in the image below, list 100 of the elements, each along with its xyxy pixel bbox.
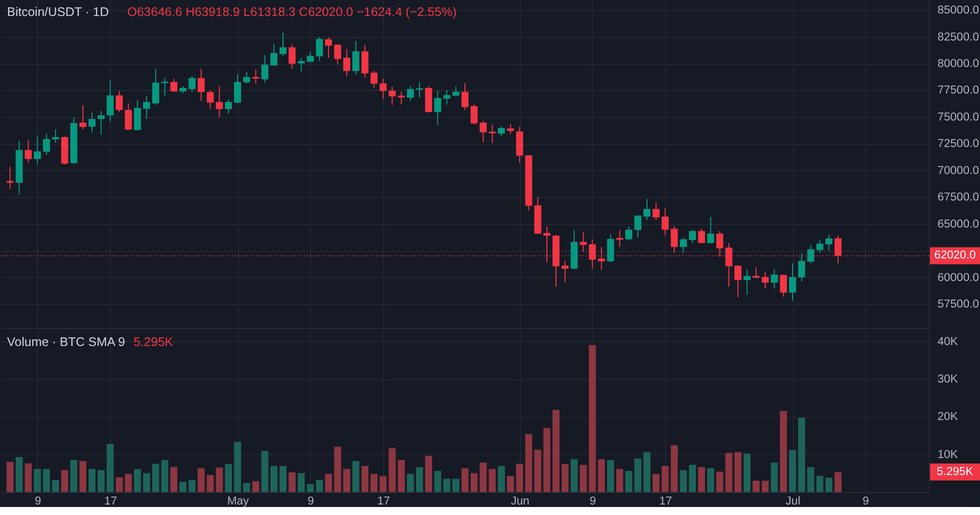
- candlestick: [798, 252, 806, 282]
- bar: [498, 466, 505, 492]
- bar: [152, 464, 160, 492]
- candlestick: [316, 36, 323, 62]
- bar: [525, 434, 532, 492]
- candlestick: [434, 90, 442, 126]
- candlestick: [188, 76, 196, 93]
- bar: [598, 459, 605, 492]
- bar: [634, 458, 642, 492]
- bar: [434, 470, 442, 492]
- bar: [543, 428, 550, 492]
- chart-title: Bitcoin/USDT · 1D: [7, 5, 109, 19]
- x-tick-label: 9: [34, 496, 42, 508]
- candlestick: [498, 126, 505, 138]
- chart-subtitle: 5.295K: [134, 335, 174, 349]
- candlestick: [688, 229, 696, 244]
- y-tick-label: 20K: [938, 411, 958, 424]
- chart-subtitle: O63646.6 H63918.9 L61318.3 C62020.0 −1624.4 (−2.55%): [127, 5, 457, 19]
- bar: [216, 468, 223, 492]
- candlestick: [625, 226, 632, 241]
- candlestick: [680, 237, 687, 254]
- bar: [79, 461, 86, 492]
- candlestick: [670, 226, 678, 254]
- candlestick: [380, 78, 387, 100]
- bar: [16, 456, 23, 492]
- bar: [252, 481, 260, 492]
- bar: [744, 454, 751, 492]
- candlestick: [580, 231, 587, 252]
- candlestick: [662, 208, 669, 236]
- candlestick: [443, 90, 450, 106]
- candlestick: [562, 260, 569, 284]
- bar: [88, 469, 96, 492]
- candlestick: [652, 202, 660, 221]
- bar: [124, 474, 132, 492]
- bar: [816, 476, 824, 492]
- y-tick-label: 57500.0: [938, 298, 980, 311]
- bar: [698, 467, 706, 492]
- bar: [352, 461, 360, 492]
- bar: [580, 464, 587, 492]
- candlestick: [170, 78, 178, 93]
- bar: [607, 460, 614, 492]
- bar: [106, 444, 114, 492]
- candlestick: [280, 32, 287, 56]
- y-tick-label: 80000.0: [938, 58, 980, 70]
- bar: [280, 466, 287, 492]
- bar: [552, 410, 560, 492]
- candlestick: [288, 44, 296, 70]
- bar: [452, 478, 460, 492]
- candlestick: [816, 240, 824, 254]
- candlestick: [789, 262, 796, 302]
- bar: [380, 476, 387, 492]
- bar: [224, 464, 232, 492]
- bar: [716, 472, 724, 492]
- candlestick: [361, 44, 368, 78]
- bar: [643, 452, 650, 492]
- candlestick: [825, 234, 832, 252]
- bar: [34, 469, 41, 492]
- candlestick: [124, 102, 132, 131]
- y-tick-label: 75000.0: [938, 111, 980, 124]
- candlestick: [470, 104, 478, 125]
- bar: [416, 467, 424, 492]
- bar: [98, 470, 105, 492]
- bar: [42, 469, 50, 492]
- candlestick: [452, 86, 460, 97]
- bar: [707, 468, 714, 492]
- candlestick: [762, 271, 769, 290]
- candlestick: [343, 48, 350, 78]
- y-tick-label: 82500.0: [938, 31, 980, 44]
- candlestick: [734, 264, 742, 298]
- bar: [316, 480, 323, 492]
- bar: [234, 442, 242, 492]
- bar: [588, 345, 596, 492]
- y-tick-label: 70000.0: [938, 164, 980, 177]
- bar: [270, 466, 278, 492]
- bar: [243, 482, 250, 492]
- bar: [562, 464, 569, 492]
- bar: [261, 450, 268, 492]
- x-tick-label: 17: [377, 496, 390, 508]
- candlestick: [334, 44, 342, 65]
- bar: [670, 445, 678, 492]
- x-tick-label: 9: [862, 496, 870, 508]
- bar: [506, 476, 514, 492]
- candlestick: [398, 91, 405, 105]
- candlestick: [462, 82, 468, 111]
- candlestick: [98, 110, 105, 136]
- candlestick: [488, 124, 496, 144]
- candlestick: [770, 268, 778, 290]
- y-tick-label: 85000.0: [938, 4, 980, 17]
- candlestick: [306, 51, 314, 63]
- candlestick: [634, 214, 642, 238]
- x-tick-label: May: [227, 496, 250, 508]
- bar: [206, 475, 214, 492]
- candlestick: [52, 128, 60, 144]
- x-tick-label: Jul: [786, 496, 800, 508]
- bar: [770, 462, 778, 492]
- candlestick: [134, 100, 141, 132]
- bar: [762, 480, 769, 492]
- candlestick: [152, 68, 160, 106]
- candlestick: [506, 124, 514, 134]
- bar: [825, 478, 832, 492]
